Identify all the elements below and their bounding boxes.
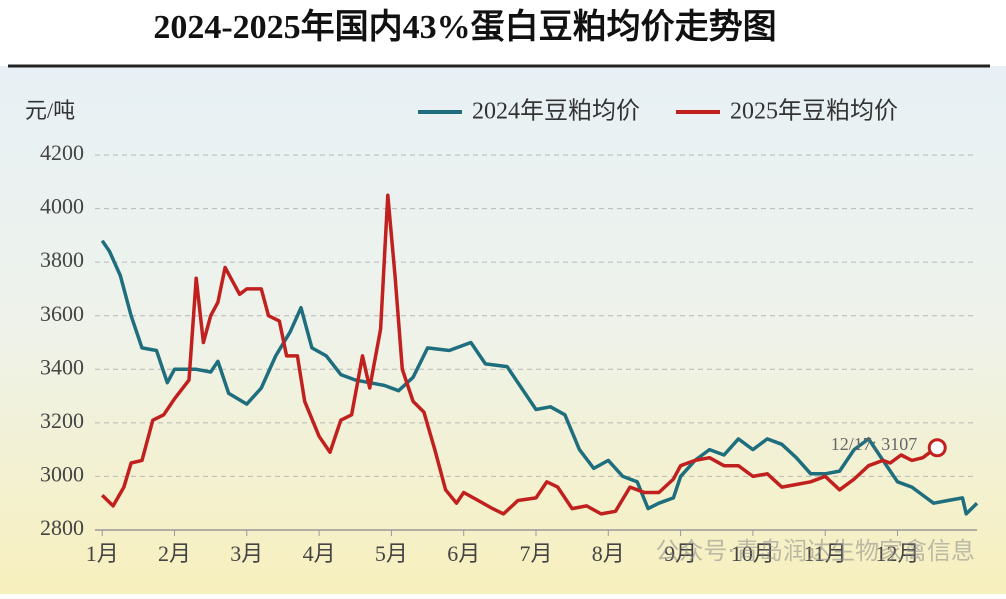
y-tick-label: 3400 [40,354,84,379]
annotation: 12/17: 3107 [831,434,918,454]
series-line [100,239,979,516]
y-tick-label: 4200 [40,140,84,165]
title-band [0,0,1006,66]
y-tick-label: 3200 [40,408,84,433]
x-tick-label: 6月 [447,541,480,566]
series-line [100,193,939,516]
watermark: 公众号·青岛润达生物家禽信息 [655,537,975,565]
legend-label: 2024年豆粕均价 [472,98,640,125]
x-tick-label: 2月 [158,541,191,566]
end-marker [927,438,947,458]
x-tick-label: 3月 [230,541,263,566]
legend-label: 2025年豆粕均价 [730,98,898,125]
x-tick-label: 12月 [875,541,919,566]
x-tick-label: 11月 [804,541,847,566]
y-tick-label: 3800 [40,247,84,272]
y-tick-label: 3600 [40,301,84,326]
y-axis-label: 元/吨 [25,98,75,123]
x-tick-label: 4月 [303,541,336,566]
x-tick-label: 7月 [519,541,552,566]
y-tick-label: 3000 [40,461,84,486]
x-tick-label: 5月 [375,541,408,566]
x-tick-label: 1月 [86,541,119,566]
x-tick-label: 8月 [592,541,625,566]
y-tick-label: 4000 [40,194,84,219]
x-tick-label: 10月 [731,541,775,566]
chart-title: 2024-2025年国内43%蛋白豆粕均价走势图 [153,8,776,46]
x-tick-label: 9月 [664,541,697,566]
y-tick-label: 2800 [40,515,84,540]
